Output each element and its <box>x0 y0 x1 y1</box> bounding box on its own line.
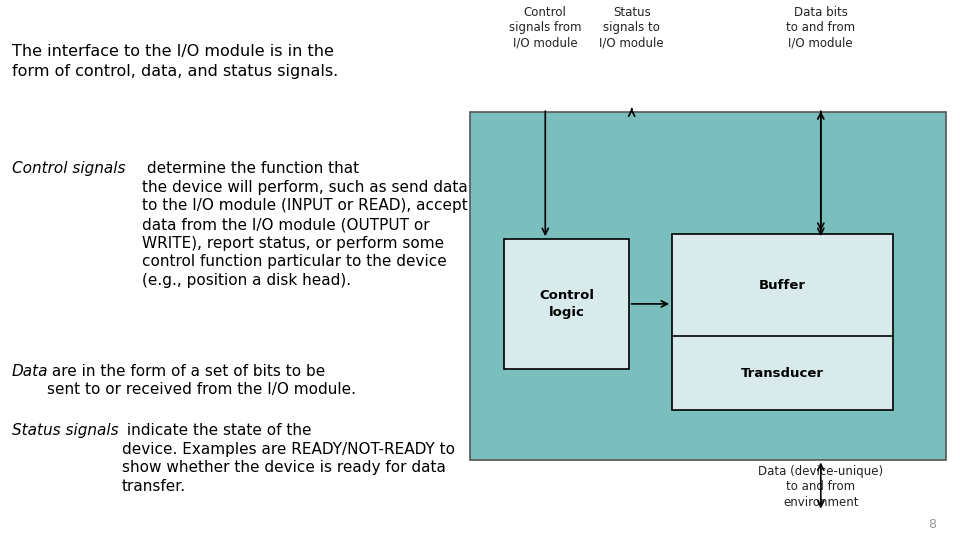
Bar <box>672 234 893 410</box>
Text: determine the function that
the device will perform, such as send data
to the I/: determine the function that the device w… <box>142 161 468 288</box>
Text: Control
signals from
I/O module: Control signals from I/O module <box>509 5 582 50</box>
Text: Status signals: Status signals <box>12 423 118 438</box>
Text: Data: Data <box>12 363 48 379</box>
Text: Status
signals to
I/O module: Status signals to I/O module <box>599 5 664 50</box>
Text: are in the form of a set of bits to be
sent to or received from the I/O module.: are in the form of a set of bits to be s… <box>47 363 356 397</box>
Text: 8: 8 <box>928 518 936 531</box>
Bar <box>504 239 629 369</box>
Text: Data (device-unique)
to and from
environment: Data (device-unique) to and from environ… <box>758 465 883 509</box>
Text: Transducer: Transducer <box>741 367 824 380</box>
Bar <box>470 112 946 460</box>
Text: Control signals: Control signals <box>12 161 125 176</box>
Text: indicate the state of the
device. Examples are READY/NOT-READY to
show whether t: indicate the state of the device. Exampl… <box>122 423 455 494</box>
Text: Data bits
to and from
I/O module: Data bits to and from I/O module <box>786 5 855 50</box>
Text: The interface to the I/O module is in the
form of control, data, and status sign: The interface to the I/O module is in th… <box>12 44 338 79</box>
Text: Control
logic: Control logic <box>539 289 594 319</box>
Text: Buffer: Buffer <box>759 279 805 292</box>
